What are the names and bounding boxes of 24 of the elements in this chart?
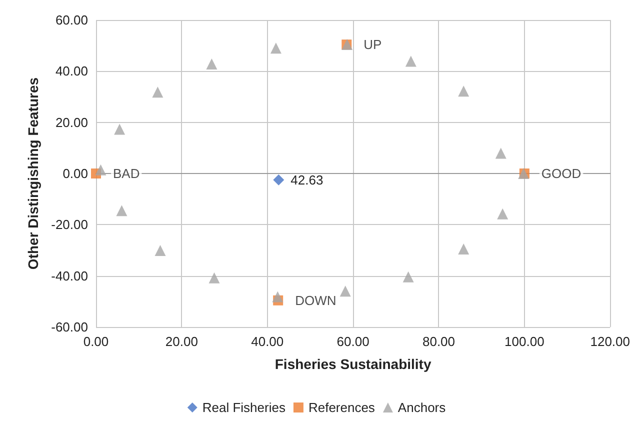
annotation: 42.63	[290, 172, 324, 188]
x-tick-label: 100.00	[504, 334, 544, 349]
x-tick-label: 40.00	[251, 334, 284, 349]
y-tick-label: -40.00	[51, 268, 88, 284]
data-label: BAD	[113, 166, 140, 181]
legend-label: Anchors	[398, 400, 446, 415]
y-axis-title: Other Distingishing Features	[25, 77, 42, 270]
x-tick-label: 80.00	[422, 334, 456, 349]
y-tick-label: 0.00	[62, 166, 88, 181]
legend-label: Real Fisheries	[202, 400, 286, 415]
legend-label: References	[308, 400, 376, 415]
y-tick-label: 40.00	[55, 64, 88, 79]
x-tick-label: 20.00	[165, 334, 198, 349]
y-tick-label: -60.00	[51, 320, 88, 334]
x-axis-title: Fisheries Sustainability	[274, 356, 432, 372]
y-tick-label: -20.00	[51, 217, 88, 232]
data-label: GOOD	[541, 166, 582, 181]
data-label: DOWN	[295, 292, 336, 308]
y-tick-label: 60.00	[55, 12, 88, 28]
x-tick-label: 60.00	[336, 334, 370, 349]
data-label: UP	[364, 37, 382, 52]
x-tick-label: 0.00	[83, 334, 109, 349]
y-tick-label: 20.00	[55, 114, 88, 130]
x-tick-label: 120.00	[590, 334, 630, 349]
